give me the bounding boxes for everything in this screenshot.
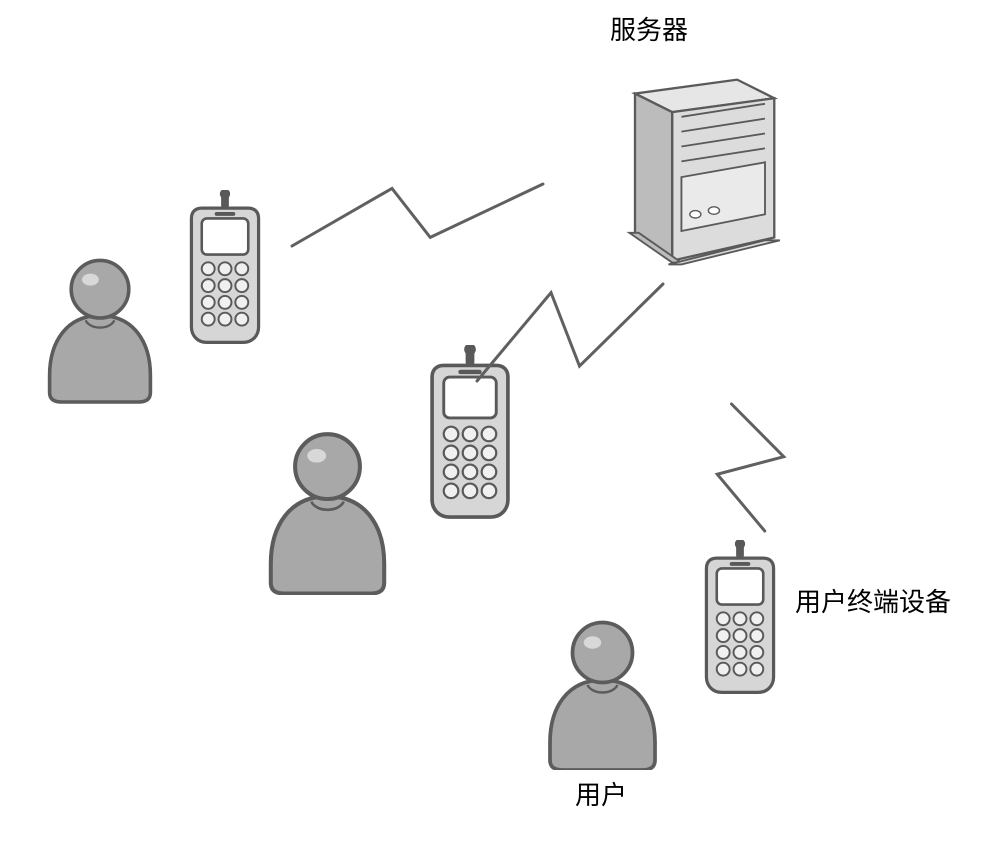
- person-icon: [260, 430, 395, 600]
- label-user: 用户: [575, 775, 627, 812]
- wireless-signal-icon: [703, 400, 798, 540]
- label-user-terminal: 用户终端设备: [795, 582, 951, 619]
- person-icon: [40, 255, 160, 410]
- label-server: 服务器: [610, 10, 688, 47]
- diagram-canvas: 服务器用户终端设备用户: [0, 0, 1000, 848]
- phone-icon: [185, 190, 265, 350]
- person-icon: [540, 620, 665, 775]
- phone-icon: [700, 540, 780, 700]
- server-icon: [605, 75, 795, 275]
- wireless-signal-icon: [290, 180, 545, 255]
- wireless-signal-icon: [475, 280, 665, 390]
